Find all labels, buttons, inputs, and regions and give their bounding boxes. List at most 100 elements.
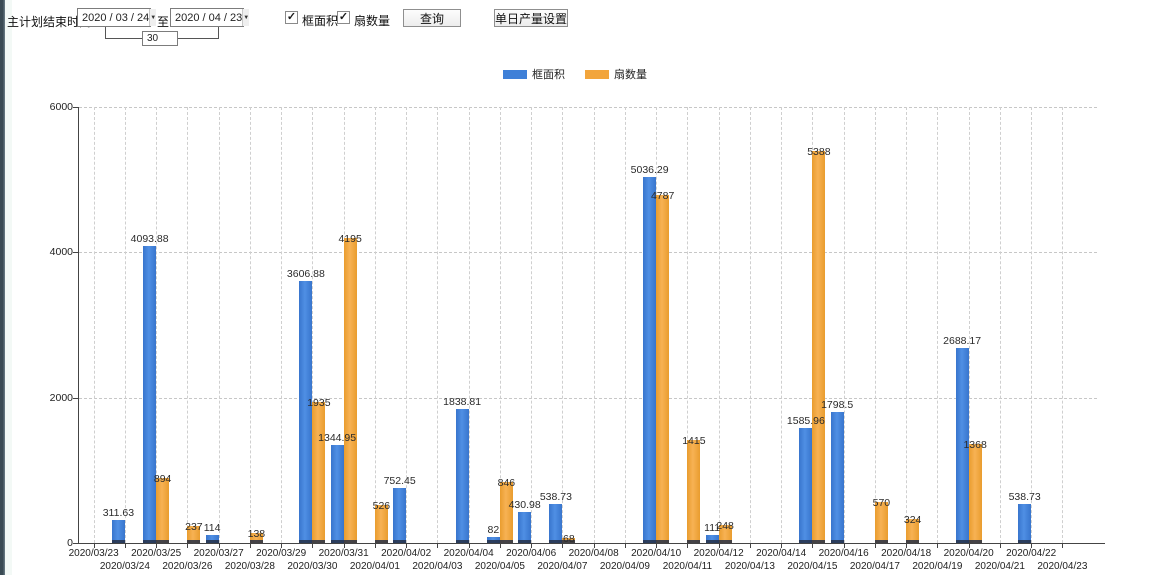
x-tick-label: 2020/04/08	[568, 548, 619, 559]
bar-value-label: 570	[872, 496, 891, 509]
bar-value-label: 3606.88	[286, 267, 325, 280]
grid-line-v	[468, 107, 470, 543]
x-tick-label: 2020/04/17	[849, 561, 900, 572]
x-axis-tick	[656, 544, 658, 548]
x-axis-tick	[218, 544, 220, 548]
grid-line-v	[93, 107, 95, 543]
bar-frame-area	[299, 280, 313, 543]
bracket-line	[178, 38, 218, 39]
bar-value-label: 1368	[963, 438, 987, 451]
x-axis-tick	[249, 544, 251, 548]
x-axis-tick	[593, 544, 595, 548]
x-axis-tick	[624, 544, 626, 548]
legend-item-frame-area: 框面积	[503, 66, 565, 82]
bar-value-label: 237	[185, 520, 203, 533]
x-tick-label: 2020/04/11	[662, 561, 713, 572]
bar-value-label: 1344.95	[318, 432, 357, 445]
bar-frame-area	[549, 503, 563, 543]
chevron-down-icon[interactable]: ▼	[242, 9, 250, 26]
x-axis-tick	[906, 544, 908, 548]
x-axis-tick	[1062, 544, 1064, 548]
bar-frame-area	[111, 520, 125, 543]
bar-fan-count	[374, 504, 388, 543]
chart-legend: 框面积 扇数量	[0, 66, 1150, 82]
grid-line-v	[156, 107, 158, 543]
grid-line-v	[1031, 107, 1033, 543]
date-from-combo[interactable]: 2020 / 03 / 24 ▼	[77, 8, 157, 27]
bar-fan-count	[312, 402, 326, 543]
x-axis-tick	[437, 544, 439, 548]
x-axis-tick	[281, 544, 283, 548]
x-tick-label: 2020/04/13	[724, 561, 775, 572]
x-axis-tick	[374, 544, 376, 548]
bar-value-label: 311.63	[102, 507, 135, 520]
x-tick-label: 2020/04/21	[974, 561, 1025, 572]
y-axis-line	[78, 107, 79, 543]
grid-line-v	[687, 107, 689, 543]
bar-value-label: 894	[153, 473, 172, 486]
x-axis-tick	[843, 544, 845, 548]
x-tick-label: 2020/04/02	[381, 548, 432, 559]
legend-item-fan-count: 扇数量	[585, 66, 647, 82]
grid-line-v	[499, 107, 501, 543]
x-axis-tick	[937, 544, 939, 548]
chevron-down-icon[interactable]: ▼	[149, 9, 157, 26]
bar-fan-count	[687, 440, 701, 543]
grid-line-v	[718, 107, 720, 543]
x-axis-tick	[187, 544, 189, 548]
x-tick-label: 2020/04/16	[818, 548, 869, 559]
x-axis-tick	[1031, 544, 1033, 548]
legend-label-frame-area: 框面积	[532, 69, 565, 81]
x-tick-label: 2020/04/20	[943, 548, 994, 559]
grid-line-v	[593, 107, 595, 543]
x-axis-tick	[874, 544, 876, 548]
x-tick-label: 2020/03/25	[131, 548, 182, 559]
fan-count-checkbox-label: 扇数量	[354, 14, 391, 28]
x-axis-tick	[312, 544, 314, 548]
x-axis-tick	[156, 544, 158, 548]
bar-value-label: 538.73	[1008, 490, 1041, 503]
bar-value-label: 4093.88	[130, 232, 169, 245]
y-axis-tick	[73, 397, 78, 399]
date-to-combo[interactable]: 2020 / 04 / 23 ▼	[170, 8, 250, 27]
bar-fan-count	[343, 238, 357, 543]
grid-line-v	[906, 107, 908, 543]
x-tick-label: 2020/04/19	[912, 561, 963, 572]
bar-value-label: 4787	[650, 190, 675, 203]
check-icon: ✓	[286, 11, 297, 23]
bar-fan-count	[968, 443, 982, 543]
y-tick-label: 4000	[49, 246, 73, 259]
to-label: 至:	[157, 15, 173, 29]
x-axis-tick	[406, 544, 408, 548]
bar-fan-count	[718, 524, 732, 543]
bar-frame-area	[518, 511, 532, 543]
grid-line-v	[624, 107, 626, 543]
x-axis-tick	[499, 544, 501, 548]
bar-fan-count	[656, 195, 670, 543]
x-tick-label: 2020/03/30	[287, 561, 338, 572]
bar-value-label: 1585.96	[786, 414, 825, 427]
bar-value-label: 1838.81	[443, 396, 482, 409]
x-tick-label: 2020/03/26	[162, 561, 213, 572]
bar-frame-area	[455, 409, 469, 543]
frame-area-checkbox[interactable]: ✓	[285, 11, 298, 24]
grid-line-v	[562, 107, 564, 543]
bar-value-label: 4195	[338, 233, 362, 246]
x-tick-label: 2020/03/24	[99, 561, 150, 572]
x-tick-label: 2020/04/10	[631, 548, 682, 559]
bar-fan-count	[562, 538, 576, 543]
bar-frame-area	[205, 534, 219, 543]
x-tick-label: 2020/04/05	[474, 561, 525, 572]
fan-count-checkbox[interactable]: ✓	[337, 11, 350, 24]
x-tick-label: 2020/04/18	[881, 548, 932, 559]
daily-output-settings-button[interactable]: 单日产量设置	[494, 9, 568, 27]
bracket-line	[105, 27, 106, 39]
bar-value-label: 538.73	[539, 490, 572, 503]
grid-line-v	[874, 107, 876, 543]
bar-value-label: 114	[203, 521, 221, 534]
x-axis-tick	[781, 544, 783, 548]
y-tick-label: 6000	[49, 101, 73, 113]
query-button[interactable]: 查询	[403, 9, 461, 27]
bar-value-label: 111	[704, 521, 721, 534]
interval-days-input[interactable]: 30	[142, 31, 178, 46]
